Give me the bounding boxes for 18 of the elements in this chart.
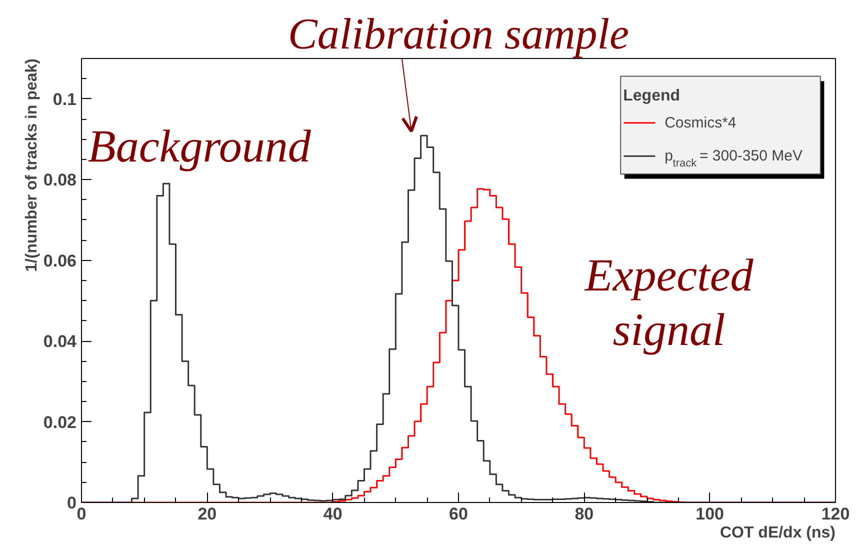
y-tick-label: 0.04 bbox=[43, 332, 78, 352]
legend-title: Legend bbox=[623, 88, 680, 105]
x-tick-label: 100 bbox=[696, 504, 724, 524]
annotation: Expected signal bbox=[584, 250, 754, 356]
annotation: Background bbox=[88, 120, 312, 172]
y-tick-label: 0.1 bbox=[52, 90, 77, 109]
y-tick-label: 0.08 bbox=[43, 170, 77, 190]
x-tick-label: 60 bbox=[449, 504, 468, 524]
y-tick-label: 0.06 bbox=[43, 251, 77, 270]
x-axis-title: COT dE/dx (ns) bbox=[720, 524, 836, 542]
x-tick-label: 120 bbox=[821, 504, 850, 524]
x-tick-label: 80 bbox=[574, 504, 594, 524]
legend-label: Cosmics*4 bbox=[664, 114, 736, 132]
x-tick-label: 20 bbox=[198, 504, 217, 524]
y-axis-title: 1/(number of tracks in peak) bbox=[24, 58, 40, 272]
y-tick-label: 0.02 bbox=[43, 412, 77, 432]
x-tick-label: 40 bbox=[323, 504, 342, 524]
annotation: Calibration sample bbox=[288, 10, 630, 58]
